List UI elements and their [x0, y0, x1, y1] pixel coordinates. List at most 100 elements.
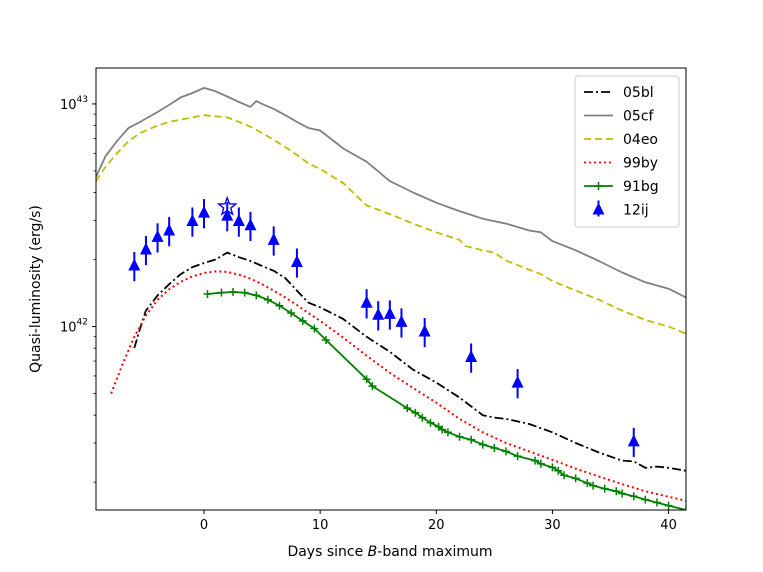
point-12ij-11	[360, 295, 373, 308]
point-91bg-36	[618, 489, 627, 498]
x-axis-ticks: 0 10 20 30 40	[200, 510, 677, 533]
series-99by	[110, 270, 686, 502]
point-91bg-38	[641, 495, 650, 504]
line-99by	[110, 270, 686, 502]
y-axis-label: Quasi-luminosity (erg/s)	[28, 205, 44, 373]
point-12ij-10	[290, 254, 303, 267]
legend-label-05cf: 05cf	[623, 109, 655, 125]
point-12ij-9	[267, 232, 280, 245]
axes-border	[95, 67, 687, 511]
plot-area	[96, 87, 686, 510]
point-91bg-1	[217, 288, 226, 297]
x-axis-label: Days since B-band maximum	[287, 544, 492, 560]
legend-label-91bg: 91bg	[623, 179, 659, 195]
x-axis-label-italic: B	[368, 544, 378, 560]
point-12ij-8	[244, 218, 257, 231]
series-05bl	[133, 251, 686, 472]
point-91bg-9	[310, 324, 319, 333]
point-91bg-23	[490, 443, 499, 452]
x-axis-label-pre: Days since	[287, 544, 367, 560]
point-91bg-34	[600, 484, 609, 493]
x-tick-label-2: 20	[428, 518, 445, 533]
point-91bg-15	[418, 413, 427, 422]
point-91bg-28	[548, 463, 557, 472]
point-12ij-3	[163, 223, 176, 236]
y-tick-label-exponent-1: 43	[77, 95, 88, 105]
x-axis-label-post: -band maximum	[377, 544, 492, 560]
legend-label-05bl: 05bl	[623, 85, 654, 101]
point-12ij-4	[186, 213, 199, 226]
point-12ij-12	[372, 307, 385, 320]
y-tick-label-1: 1043	[60, 95, 88, 113]
point-91bg-27	[536, 459, 545, 468]
point-91bg-39	[652, 498, 661, 507]
star-marker-12ij	[216, 195, 238, 216]
point-91bg-37	[629, 492, 638, 501]
point-91bg-30	[560, 471, 569, 480]
series-12ij	[128, 195, 640, 458]
x-tick-label-4: 40	[660, 518, 677, 533]
point-91bg-13	[403, 404, 412, 413]
axes-frame	[95, 67, 687, 511]
point-91bg-2	[229, 287, 238, 296]
point-91bg-20	[455, 432, 464, 441]
point-91bg-35	[612, 487, 621, 496]
legend-label-04eo: 04eo	[623, 132, 658, 148]
point-91bg-19	[443, 428, 452, 437]
x-tick-label-1: 10	[312, 518, 329, 533]
point-91bg-25	[513, 452, 522, 461]
point-91bg-7	[287, 309, 296, 318]
series-05cf	[96, 87, 686, 299]
point-91bg-32	[583, 479, 592, 488]
legend-box	[574, 75, 680, 228]
legend: 05bl 05cf 04eo 99by 91bg 12ij	[574, 75, 680, 228]
point-12ij-15	[418, 324, 431, 337]
series-04eo	[96, 114, 686, 335]
point-91bg-16	[426, 418, 435, 427]
point-12ij-14	[395, 314, 408, 327]
y-tick-label-exponent-0: 42	[77, 318, 88, 328]
line-04eo	[96, 114, 686, 335]
line-05bl	[133, 251, 686, 472]
point-91bg-18	[438, 425, 447, 434]
y-tick-label-base-0: 10	[60, 321, 77, 336]
point-91bg-10	[321, 336, 330, 345]
point-91bg-0	[203, 290, 212, 299]
y-tick-label-base-1: 10	[60, 98, 77, 113]
legend-item-91bg: 91bg	[584, 179, 659, 195]
point-12ij-0	[128, 258, 141, 271]
legend-label-99by: 99by	[623, 156, 658, 172]
series-91bg	[203, 287, 686, 510]
line-05cf	[96, 87, 686, 299]
legend-item-12ij: 12ij	[592, 200, 649, 219]
legend-item-99by: 99by	[584, 156, 658, 172]
point-91bg-21	[467, 435, 476, 444]
point-91bg-8	[298, 316, 307, 325]
legend-label-12ij: 12ij	[623, 203, 649, 219]
legend-item-04eo: 04eo	[584, 132, 658, 148]
point-12ij-17	[511, 375, 524, 388]
legend-plus-91bg	[594, 182, 603, 190]
point-12ij-16	[465, 349, 478, 362]
point-91bg-40	[664, 501, 673, 510]
point-91bg-12	[368, 382, 377, 391]
point-12ij-2	[151, 229, 164, 242]
point-12ij-13	[383, 306, 396, 319]
point-91bg-4	[252, 291, 261, 300]
point-91bg-14	[411, 408, 420, 417]
point-91bg-11	[362, 375, 371, 384]
x-tick-label-0: 0	[200, 518, 208, 533]
point-91bg-29	[554, 466, 563, 475]
point-91bg-24	[501, 447, 510, 456]
point-12ij-18	[627, 434, 640, 447]
point-91bg-5	[263, 295, 272, 304]
point-12ij-7	[232, 213, 245, 226]
legend-item-05bl: 05bl	[584, 85, 654, 101]
point-91bg-26	[531, 456, 540, 465]
point-12ij-1	[139, 242, 152, 255]
legend-item-05cf: 05cf	[584, 109, 655, 125]
point-12ij-5	[198, 205, 211, 218]
x-tick-label-3: 30	[544, 518, 561, 533]
